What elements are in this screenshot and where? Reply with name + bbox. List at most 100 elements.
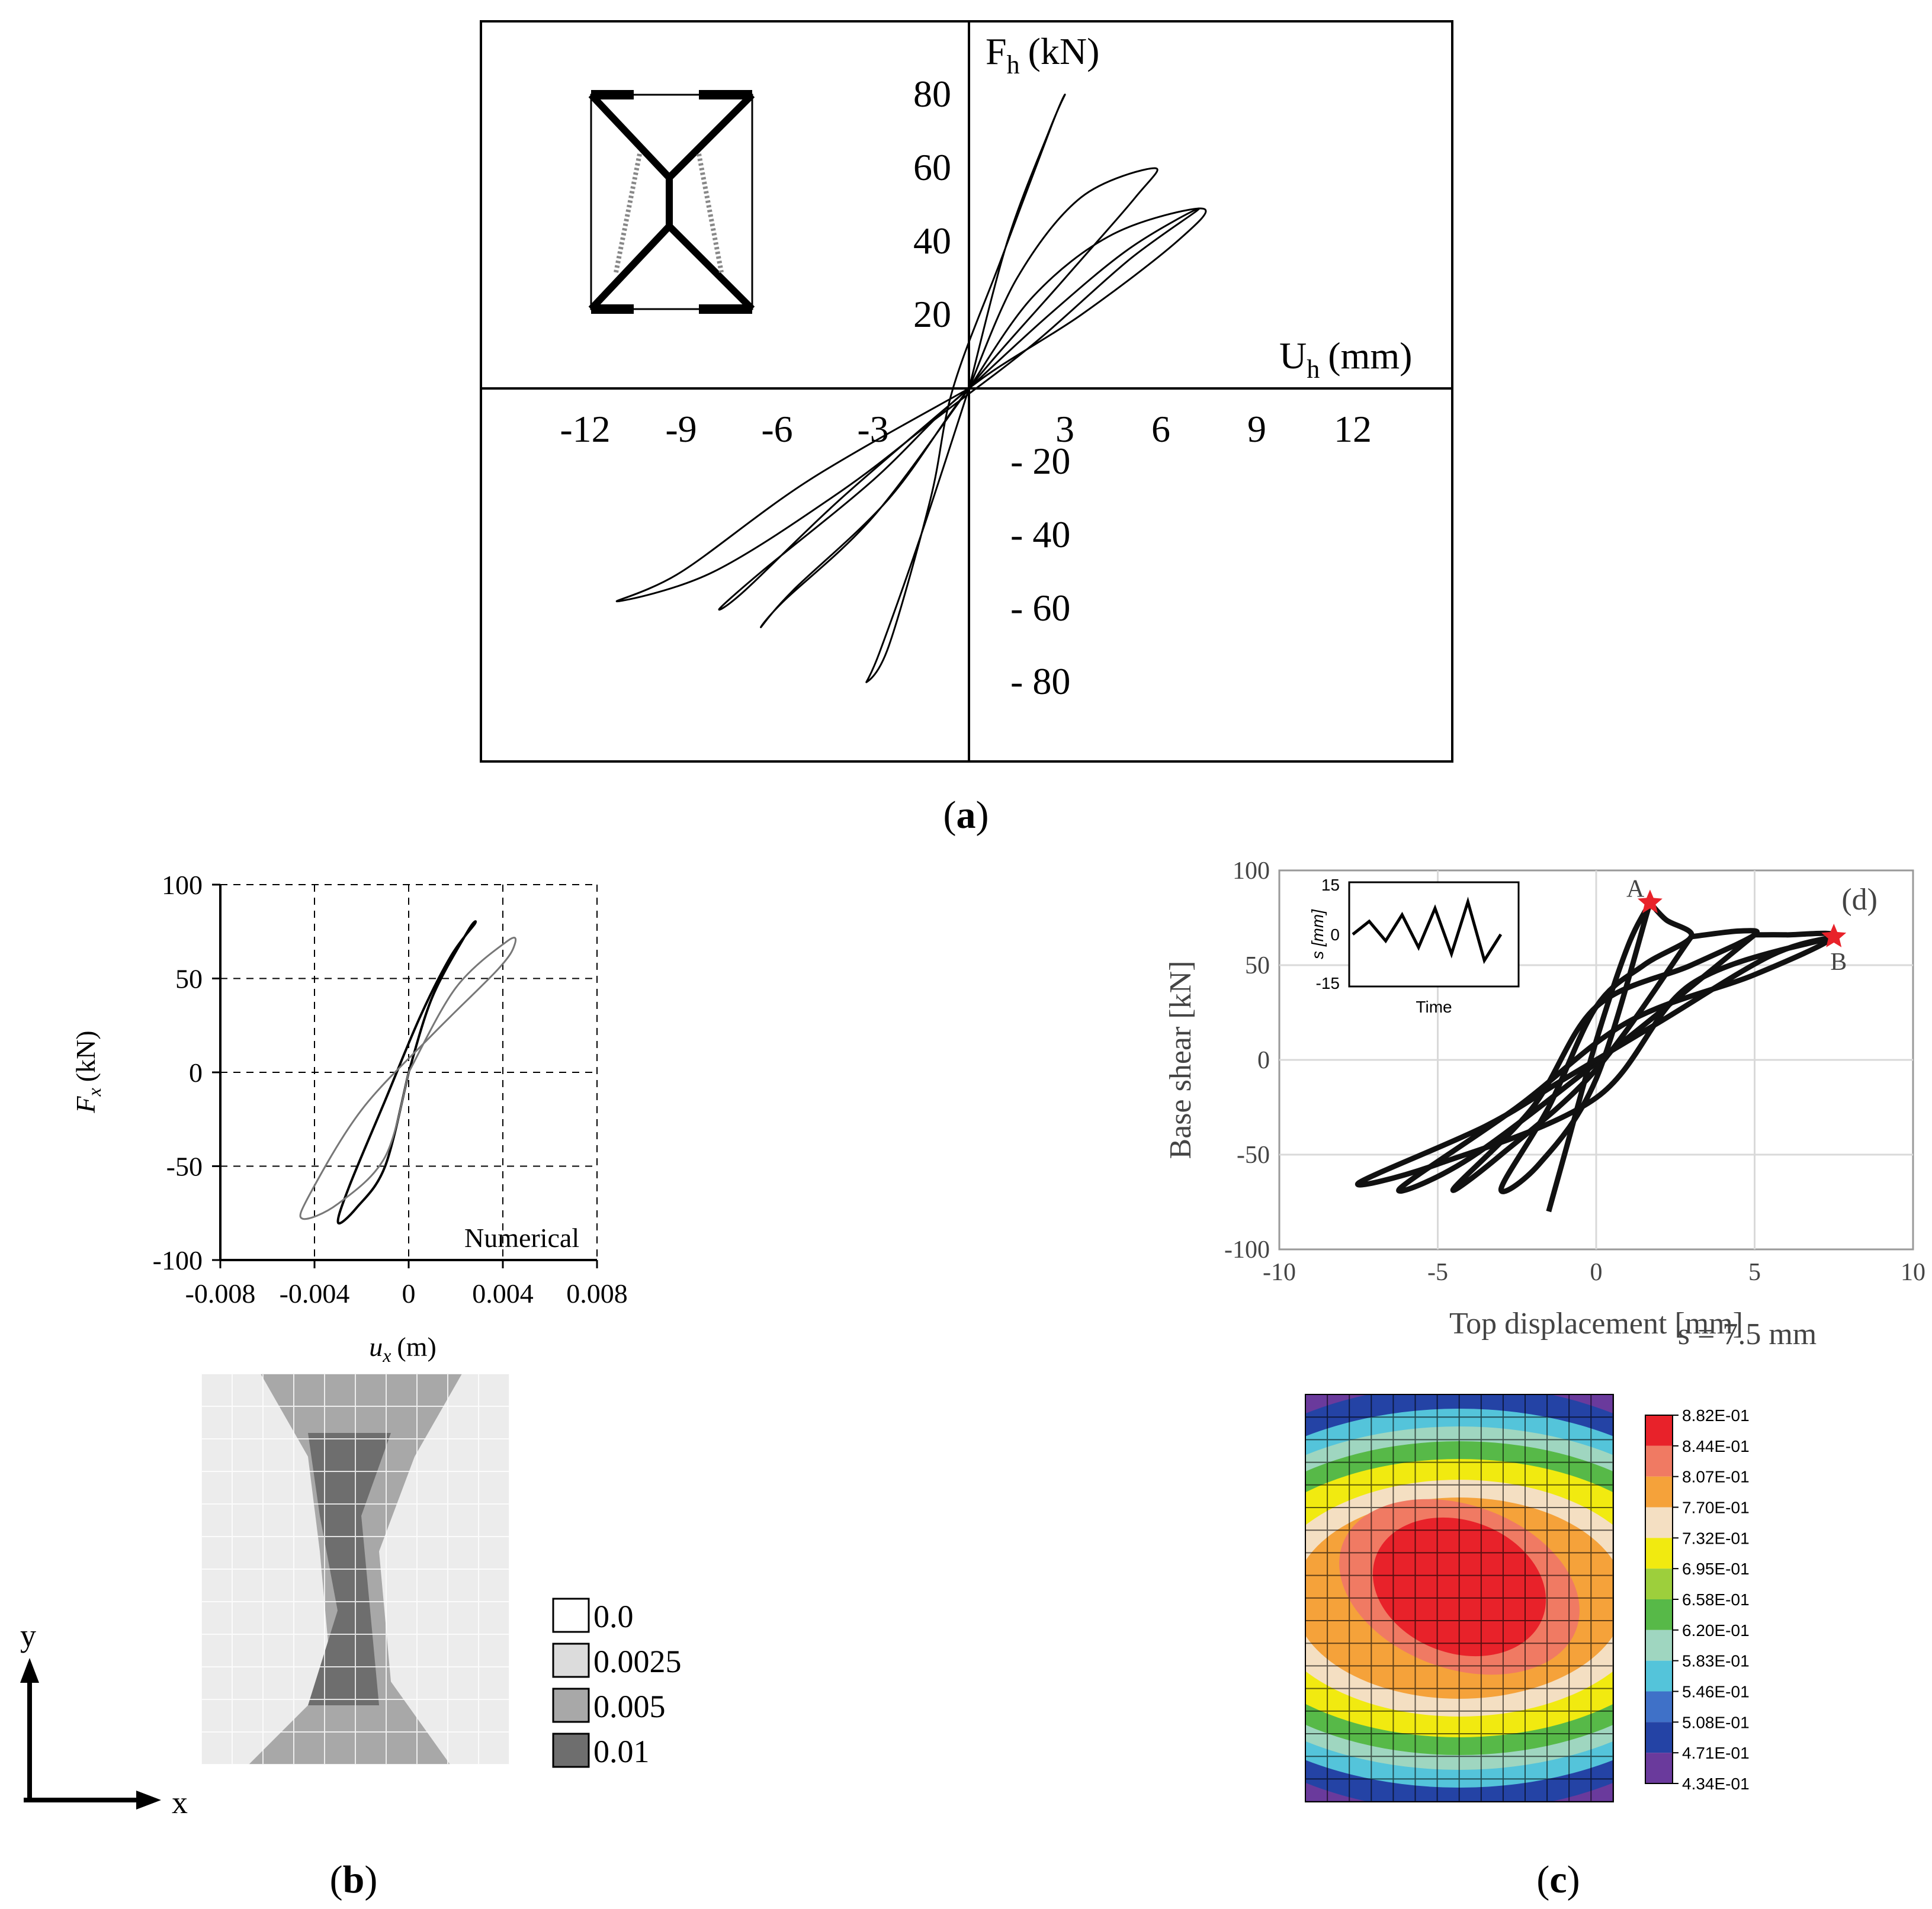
chart-a-xlabel: Uh (mm) bbox=[1279, 335, 1412, 384]
caption-b: (b) bbox=[330, 1858, 378, 1901]
chart-c-star-marker bbox=[1638, 889, 1663, 914]
colorbar-swatch bbox=[1645, 1445, 1673, 1477]
legend-label: 0.01 bbox=[593, 1734, 650, 1769]
chart-a-ylabel: Fh (kN) bbox=[986, 30, 1099, 79]
inset-tick-label: -15 bbox=[1316, 974, 1340, 992]
chart-c-y-tick-label: -50 bbox=[1237, 1142, 1270, 1169]
caption-a: (a) bbox=[943, 793, 989, 837]
chart-c-series-line bbox=[1355, 934, 1835, 1188]
chart-b-y-tick-label: -100 bbox=[153, 1245, 203, 1275]
colorbar-swatch bbox=[1645, 1630, 1673, 1661]
chart-b-x-tick-label: 0.008 bbox=[566, 1278, 628, 1309]
legend-swatch bbox=[552, 1733, 590, 1768]
xy-axes-arrows-icon: y x bbox=[20, 1618, 188, 1820]
chart-a-y-tick-label: 80 bbox=[913, 73, 951, 115]
chart-a-x-tick-label: -9 bbox=[665, 408, 697, 450]
chart-b-xlabel: ux (m) bbox=[369, 1332, 437, 1366]
chart-a-y-tick-label: 40 bbox=[913, 220, 951, 262]
contour-title: s = 7.5 mm bbox=[1678, 1317, 1817, 1351]
chart-b-x-tick-label: -0.008 bbox=[185, 1278, 256, 1309]
chart-a-curves bbox=[615, 94, 1207, 683]
chart-a-y-tick-label: 20 bbox=[913, 293, 951, 335]
chart-a-x-tick-label: -12 bbox=[560, 408, 610, 450]
inset-tick-label: 15 bbox=[1321, 876, 1340, 894]
colorbar-swatch bbox=[1645, 1722, 1673, 1753]
chart-a-series-line bbox=[615, 207, 1201, 603]
chart-a-series-line bbox=[865, 94, 1066, 683]
legend-swatch bbox=[552, 1688, 590, 1723]
chart-b-legend: 0.0 0.0025 0.005 0.01 bbox=[552, 1598, 682, 1769]
chart-c-y-tick-label: 100 bbox=[1233, 857, 1270, 885]
chart-a-x-tick-label: -6 bbox=[761, 408, 792, 450]
chart-a-x-tick-label: 6 bbox=[1151, 408, 1170, 450]
chart-a-x-tick-label: 9 bbox=[1247, 408, 1266, 450]
chart-a-y-tick-label: - 60 bbox=[1010, 587, 1070, 629]
x-axis-arrow-label: x bbox=[172, 1785, 188, 1820]
loading-protocol-inset: 15 0 -15 Time s [mm] bbox=[1308, 876, 1520, 1016]
colorbar-label: 7.32E-01 bbox=[1682, 1529, 1750, 1547]
chart-c-star-marker bbox=[1821, 924, 1847, 947]
chart-b-x-tick-label: 0 bbox=[402, 1278, 416, 1309]
contour-colorbar: 8.82E-01 8.44E-01 8.07E-01 7.70E-01 7.32E-01… bbox=[1645, 1406, 1750, 1793]
colorbar-label: 6.20E-01 bbox=[1682, 1621, 1750, 1640]
chart-a-y-tick-label: - 80 bbox=[1010, 660, 1070, 702]
colorbar-label: 8.07E-01 bbox=[1682, 1468, 1750, 1486]
chart-b-x-tick-label: 0.004 bbox=[472, 1278, 534, 1309]
colorbar-swatch bbox=[1645, 1538, 1673, 1569]
chart-c-markers: AB bbox=[1626, 875, 1847, 976]
colorbar-swatch bbox=[1645, 1415, 1673, 1446]
colorbar-swatch bbox=[1645, 1507, 1673, 1538]
chart-c-x-tick-label: -5 bbox=[1427, 1259, 1448, 1286]
chart-a-x-tick-label: 3 bbox=[1055, 408, 1074, 450]
chart-b: -0.008 -0.004 0 0.004 0.008 100 50 0 -50 -100 Num… bbox=[20, 870, 682, 1901]
chart-c-x-tick-label: 0 bbox=[1590, 1259, 1603, 1286]
chart-a-axes bbox=[481, 21, 1452, 761]
chart-b-x-tick-label: -0.004 bbox=[280, 1278, 350, 1309]
chart-a-x-tick-label: -3 bbox=[857, 408, 888, 450]
colorbar-label: 7.70E-01 bbox=[1682, 1499, 1750, 1517]
chart-b-series-line bbox=[336, 920, 477, 1225]
braced-panel-inset-icon bbox=[588, 90, 755, 314]
displacement-contour-map bbox=[1305, 1394, 1614, 1802]
chart-c-panel-label: (d) bbox=[1841, 883, 1878, 917]
chart-c-x-tick-label: 5 bbox=[1748, 1259, 1761, 1286]
caption-c: (c) bbox=[1536, 1858, 1580, 1901]
colorbar-label: 8.44E-01 bbox=[1682, 1437, 1750, 1455]
chart-a: -12 -9 -6 -3 3 6 9 12 80 60 40 20 - 20 - 40 - 60 - 80 F… bbox=[480, 20, 1453, 837]
chart-a-y-tick-label: - 40 bbox=[1010, 513, 1070, 555]
legend-swatch bbox=[552, 1643, 590, 1678]
chart-b-y-tick-label: 100 bbox=[162, 870, 203, 900]
inset-xlabel: Time bbox=[1416, 998, 1452, 1016]
chart-c-y-tick-label: -100 bbox=[1224, 1236, 1270, 1264]
colorbar-label: 4.34E-01 bbox=[1682, 1775, 1750, 1793]
colorbar-label: 5.08E-01 bbox=[1682, 1713, 1750, 1731]
chart-c-marker-label: A bbox=[1626, 875, 1645, 902]
colorbar-label: 6.58E-01 bbox=[1682, 1590, 1750, 1609]
chart-c-marker-label: B bbox=[1830, 949, 1847, 976]
chart-b-ylabel: Fx(kN) bbox=[70, 1030, 105, 1113]
colorbar-swatch bbox=[1645, 1691, 1673, 1722]
chart-c-x-tick-label: -10 bbox=[1263, 1259, 1296, 1286]
chart-b-y-tick-label: 50 bbox=[175, 964, 203, 994]
inset-ylabel: s [mm] bbox=[1308, 909, 1327, 959]
chart-a-y-tick-label: 60 bbox=[913, 146, 951, 188]
chart-a-x-tick-label: 12 bbox=[1334, 408, 1372, 450]
chart-c-xlabel: Top displacement [mm] bbox=[1449, 1307, 1743, 1341]
colorbar-swatch bbox=[1645, 1599, 1673, 1630]
chart-b-tick-labels: -0.008 -0.004 0 0.004 0.008 100 50 0 -50 -100 bbox=[153, 870, 628, 1309]
chart-b-y-tick-label: -50 bbox=[166, 1152, 203, 1182]
legend-label: 0.0025 bbox=[593, 1644, 682, 1679]
strain-contour-map bbox=[201, 1373, 510, 1765]
chart-b-series-line bbox=[299, 937, 517, 1220]
chart-b-annotation: Numerical bbox=[464, 1223, 579, 1253]
chart-c-ylabel: Base shear [kN] bbox=[1164, 961, 1198, 1159]
chart-a-frame bbox=[480, 20, 1453, 763]
colorbar-label: 4.71E-01 bbox=[1682, 1744, 1750, 1762]
chart-c-y-tick-label: 0 bbox=[1257, 1047, 1270, 1074]
chart-b-y-tick-label: 0 bbox=[189, 1058, 203, 1088]
colorbar-label: 5.46E-01 bbox=[1682, 1683, 1750, 1701]
legend-label: 0.0 bbox=[593, 1599, 634, 1634]
colorbar-label: 6.95E-01 bbox=[1682, 1560, 1750, 1578]
